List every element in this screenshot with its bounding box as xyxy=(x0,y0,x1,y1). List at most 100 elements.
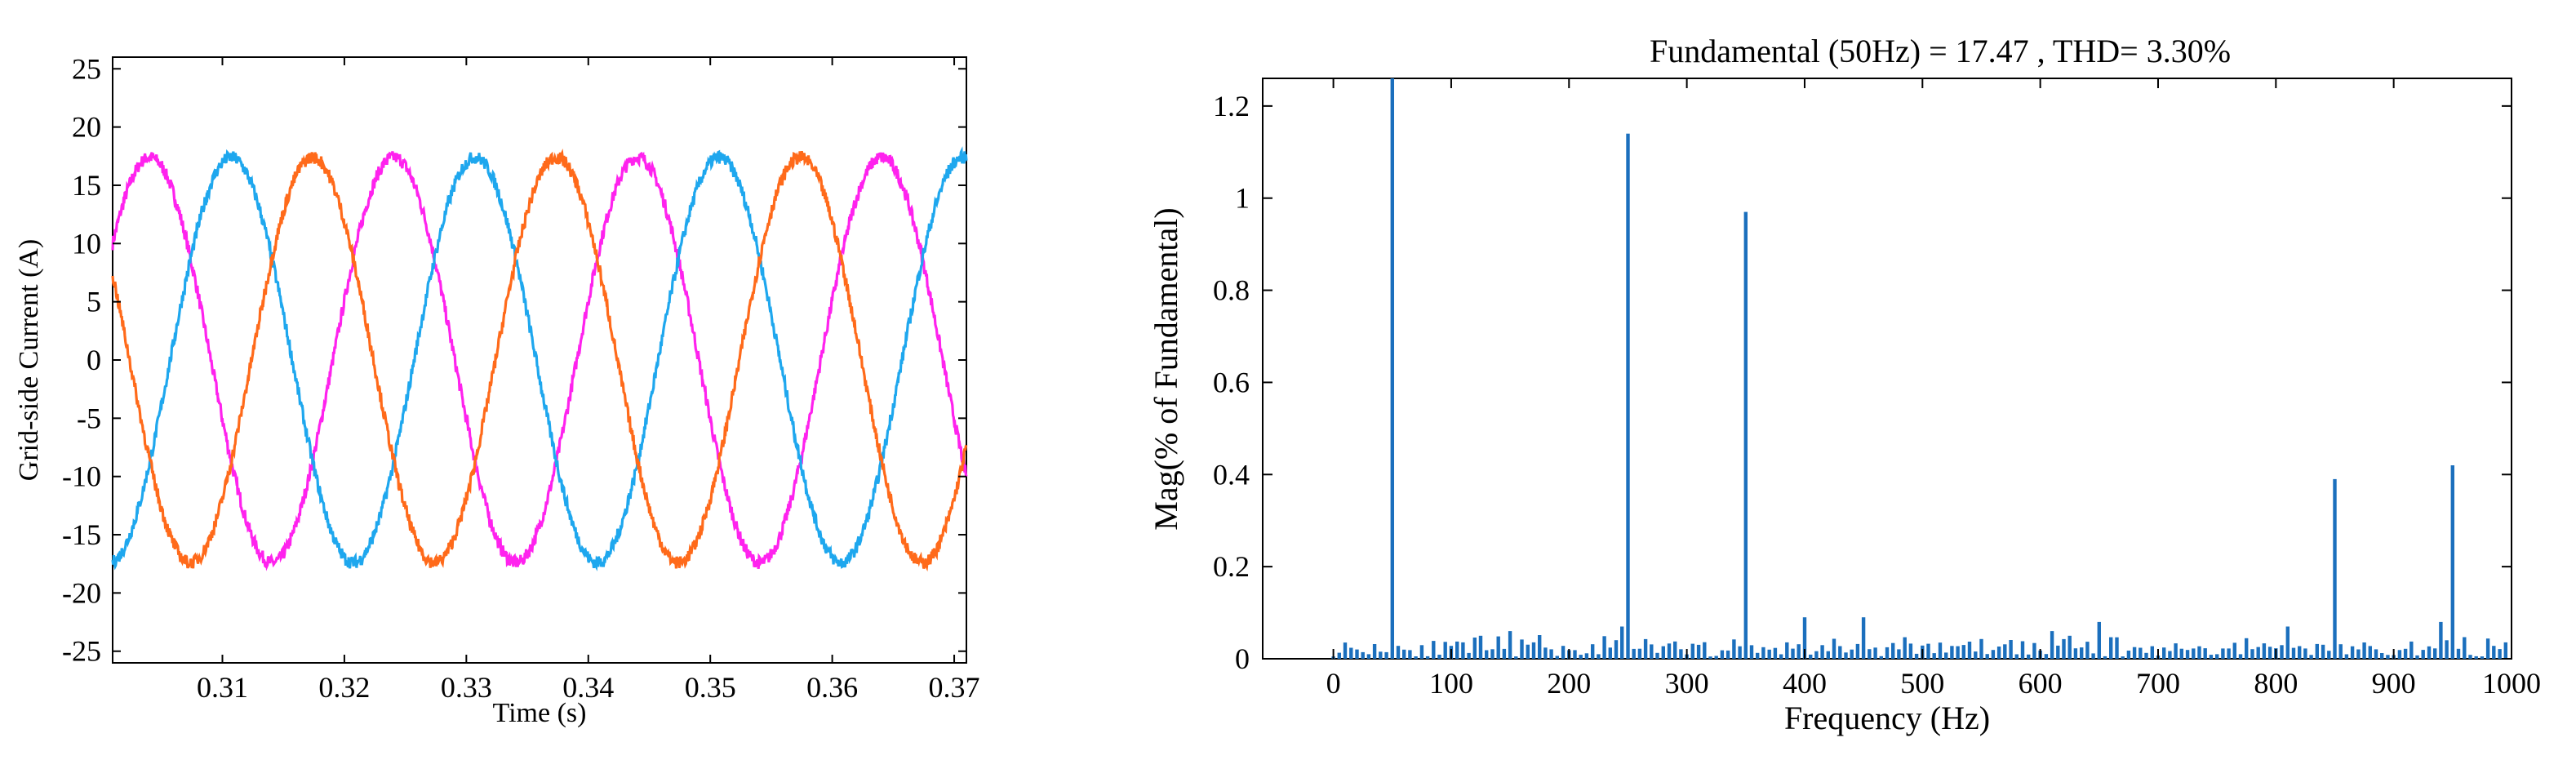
fft-x-tick-label: 200 xyxy=(1547,667,1591,700)
fft-bar xyxy=(1679,649,1683,659)
fft-bar xyxy=(1838,646,1842,659)
fft-bar xyxy=(1614,640,1619,659)
current-series-phase-b xyxy=(111,146,968,571)
fft-bar xyxy=(1626,133,1630,659)
fft-bar xyxy=(2121,656,2125,659)
fft-bars-group xyxy=(1331,78,2507,660)
fft-bar xyxy=(1349,647,1353,659)
fft-bar xyxy=(1926,643,1930,659)
fft-bar xyxy=(1868,649,1872,659)
fft-bar xyxy=(2126,651,2131,659)
fft-bar xyxy=(2215,654,2219,659)
current-y-tick-label: 15 xyxy=(72,169,101,202)
fft-bar xyxy=(2250,649,2254,659)
current-y-tick-label: 0 xyxy=(87,344,101,376)
fft-y-tick-label: 0.6 xyxy=(1213,366,1250,398)
fft-bar xyxy=(2427,646,2432,659)
fft-bar xyxy=(1591,644,1595,659)
fft-bar xyxy=(2433,648,2437,659)
fft-bar xyxy=(1573,650,1577,659)
fft-bar xyxy=(2003,644,2007,659)
fft-bar xyxy=(2227,648,2231,659)
fft-bar xyxy=(2338,644,2343,659)
fft-bar xyxy=(2456,648,2461,659)
fft-x-axis-label: Frequency (Hz) xyxy=(1784,700,1990,736)
fft-bar xyxy=(2132,647,2137,659)
fft-bar xyxy=(2085,642,2090,659)
fft-bar xyxy=(1579,655,1583,659)
fft-bar xyxy=(1396,646,1401,659)
fft-bar xyxy=(1379,651,1383,659)
fft-bar xyxy=(1732,639,1736,659)
fft-bar xyxy=(1408,650,1412,659)
fft-bar xyxy=(2062,638,2066,659)
fft-bar xyxy=(1761,647,1765,659)
current-x-ticks: 0.31 0.32 0.33 0.34 0.35 0.36 0.37 xyxy=(197,57,980,704)
fft-bar xyxy=(1337,652,1341,659)
fft-bar xyxy=(1432,641,1436,659)
fft-bar xyxy=(1490,649,1495,659)
fft-bar xyxy=(2174,643,2178,659)
fft-bar xyxy=(1785,642,1789,659)
fft-bar xyxy=(1714,656,1718,659)
current-x-tick-label: 0.31 xyxy=(197,671,248,704)
fft-bar xyxy=(2397,650,2402,659)
fft-bar xyxy=(2144,652,2148,659)
fft-bar xyxy=(2315,643,2319,659)
fft-bar xyxy=(1903,637,1907,659)
fft-bar xyxy=(1797,644,1801,659)
current-y-tick-label: 25 xyxy=(72,52,101,85)
fft-bar xyxy=(2245,638,2249,659)
fft-bar xyxy=(2356,649,2361,659)
current-x-tick-label: 0.33 xyxy=(441,671,492,704)
fft-bar xyxy=(1809,654,1813,659)
fft-bar xyxy=(1802,617,1807,659)
current-x-tick-label: 0.36 xyxy=(806,671,858,704)
fft-bar xyxy=(1461,642,1465,659)
fft-bar xyxy=(1979,638,1983,659)
fft-bar xyxy=(1343,642,1348,659)
fft-bar xyxy=(2303,648,2307,659)
fft-bar xyxy=(2480,656,2485,659)
fft-bar xyxy=(1826,651,1830,659)
fft-y-tick-label: 0.4 xyxy=(1213,458,1250,491)
fft-bar xyxy=(1650,644,1654,659)
fft-bar xyxy=(2280,645,2284,659)
fft-bar xyxy=(2291,647,2296,659)
fft-bar xyxy=(1908,643,1913,659)
fft-bar xyxy=(1478,635,1483,659)
fft-bar xyxy=(2262,643,2267,659)
fft-bar xyxy=(2192,648,2196,659)
fft-bar xyxy=(2333,478,2337,659)
current-series-phase-a xyxy=(111,151,968,571)
fft-bar xyxy=(1643,638,1648,659)
fft-bar xyxy=(1597,654,1601,659)
fft-bar xyxy=(1885,647,1890,659)
fft-bar xyxy=(2445,640,2449,659)
fft-bar xyxy=(2221,648,2225,659)
fft-bar xyxy=(1467,652,1471,659)
fft-y-tick-label: 1 xyxy=(1235,182,1250,215)
fft-bar xyxy=(2344,654,2349,659)
fft-bar xyxy=(1855,643,1860,659)
fft-bar xyxy=(2080,647,2084,659)
current-y-tick-label: -20 xyxy=(62,576,101,609)
fft-bar xyxy=(1996,647,2001,659)
fft-bar xyxy=(1850,649,1854,659)
fft-bar xyxy=(1419,645,1424,659)
fft-bar xyxy=(1543,647,1548,659)
current-chart: 0.31 0.32 0.33 0.34 0.35 0.36 0.37 25 20 15 10 5 0 -… xyxy=(14,52,980,728)
fft-bar xyxy=(1749,645,1754,659)
fft-bar xyxy=(1690,643,1694,659)
fft-x-tick-label: 1000 xyxy=(2482,667,2541,700)
current-series-group xyxy=(111,146,968,572)
fft-bar xyxy=(1743,211,1748,660)
fft-bar xyxy=(1932,653,1936,659)
fft-bar xyxy=(2050,631,2054,659)
fft-bar xyxy=(2421,650,2425,659)
fft-bar xyxy=(1372,644,1377,659)
fft-bar xyxy=(1873,647,1877,659)
fft-bar xyxy=(1661,646,1665,659)
fft-bar xyxy=(1961,645,1965,659)
